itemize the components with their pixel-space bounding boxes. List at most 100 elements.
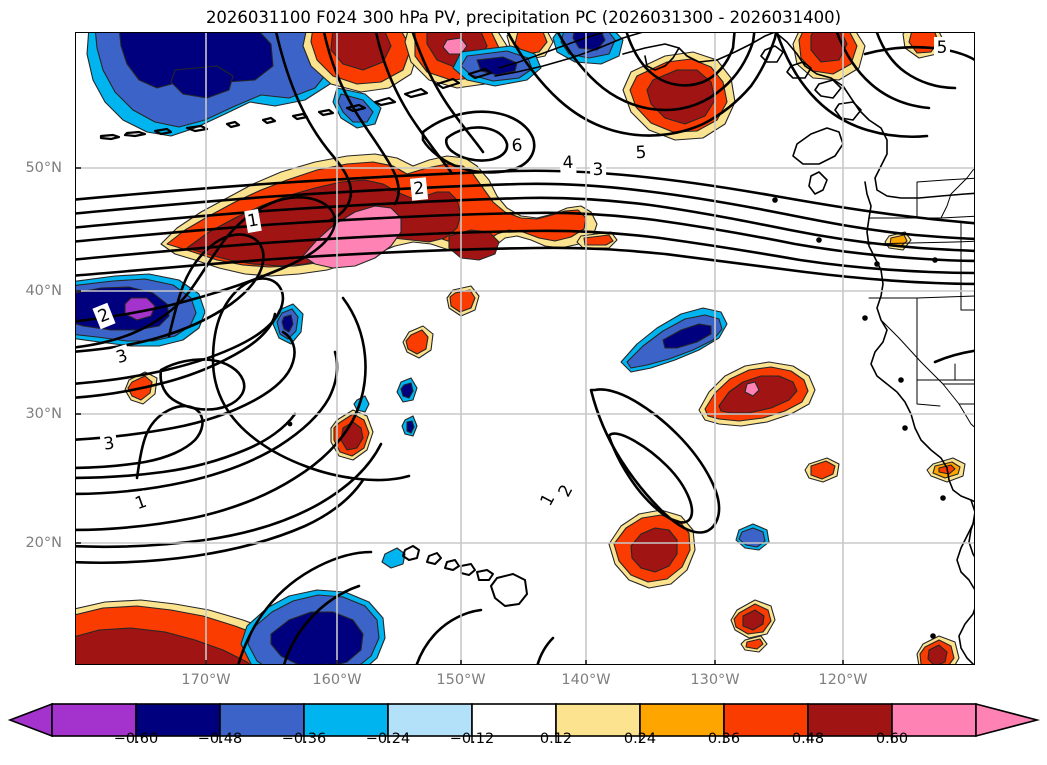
map-plot-area: 6 4 3 5 2 5 1 2 3 3 1 1 2 <box>75 32 975 665</box>
pv-contour-4 <box>75 196 975 253</box>
bc-island2 <box>786 61 812 79</box>
shade-blob-c1-navy <box>281 314 294 333</box>
shade-blob-nw-tail-blue <box>337 93 374 123</box>
colorbar-band-royal-blue[interactable] <box>219 703 305 737</box>
x-tick-130W: 130°W <box>690 672 740 688</box>
pv-contour-arc1 <box>506 32 778 137</box>
contour-label-5b: 5 <box>937 38 948 58</box>
shade-blob-nw-navy2 <box>170 65 234 99</box>
pv-contour-ne7 <box>875 32 957 90</box>
pv-contour-w5 <box>75 330 296 441</box>
shade-blob-c7-navy <box>400 382 414 399</box>
bc-island3 <box>814 79 842 99</box>
idaho-border <box>940 168 975 219</box>
colorbar-tick-0: −0.60 <box>113 731 159 747</box>
colorbar-band-light-blue[interactable] <box>387 703 473 737</box>
pv-contour-w8 <box>75 296 367 532</box>
colorbar-tick-5: 0.12 <box>539 731 573 747</box>
colorbar-tick-3: −0.24 <box>365 731 411 747</box>
pv-contour-closed-n <box>421 110 536 174</box>
shade-blob-c2-orange <box>405 329 429 355</box>
shade-blob-c13-dark <box>742 609 765 631</box>
colorbar-tick-8: 0.48 <box>791 731 825 747</box>
x-tick-120W: 120°W <box>818 672 868 688</box>
bc-island1 <box>760 45 784 63</box>
shade-blob-c9-navy <box>406 420 415 434</box>
colorbar-band-cyan[interactable] <box>303 703 389 737</box>
vancouver-island <box>792 127 844 165</box>
shade-blob-c14-orange <box>745 638 764 650</box>
pv-contour-w9 <box>75 442 383 549</box>
pv-contour-ne4 <box>411 32 485 154</box>
shade-blob-n1-dark <box>330 32 392 71</box>
pv-contour-b2 <box>236 550 373 665</box>
colorbar-swatches[interactable] <box>7 702 1041 738</box>
alaska-coast2 <box>494 32 644 77</box>
baja-california <box>956 499 975 665</box>
y-tick-20N: 20°N <box>25 535 62 551</box>
y-tick-30N: 30°N <box>25 406 62 422</box>
pv-contour-ne2 <box>322 32 400 206</box>
colorbar-tick-1: −0.48 <box>197 731 243 747</box>
y-tick-40N: 40°N <box>25 283 62 299</box>
pv-contour-topright <box>863 45 975 62</box>
colorbar-extend-high[interactable] <box>975 702 1041 738</box>
shade-blob-c5-dark <box>718 375 798 414</box>
x-tick-170W: 170°W <box>181 672 231 688</box>
shade-blob-c5-pink <box>744 381 760 397</box>
pv-contour-r1 <box>933 349 975 364</box>
aleutian-islands <box>99 67 493 141</box>
contour-label-2a: 2 <box>413 178 426 199</box>
y-tick-50N: 50°N <box>25 160 62 176</box>
shade-blob-c12-orange <box>810 460 836 480</box>
alaska-coast3 <box>622 32 776 63</box>
pv-contour-ne1 <box>274 32 353 222</box>
shade-blob-dash-orange <box>583 234 614 246</box>
pv-contour-w2 <box>75 233 265 353</box>
page-title: 2026031100 F024 300 hPa PV, precipitatio… <box>205 8 842 27</box>
colorbar-svg[interactable] <box>0 698 1047 765</box>
shade-blob-c4-navy <box>662 323 712 349</box>
colorbar-tick-2: −0.36 <box>281 731 327 747</box>
colorbar-tick-7: 0.36 <box>707 731 741 747</box>
axis-ticks <box>75 167 844 665</box>
x-tick-160W: 160°W <box>312 672 362 688</box>
x-tick-140W: 140°W <box>561 672 611 688</box>
gulf-of-california <box>968 515 975 559</box>
pv-contour-w3 <box>75 277 411 482</box>
pv-contour-wi2 <box>75 404 204 480</box>
contour-label-1a: 1 <box>246 210 260 232</box>
contour-label-6: 6 <box>511 136 523 157</box>
gridlines <box>75 32 975 665</box>
pv-contour-arc3 <box>625 32 736 87</box>
shade-blob-n7-dark <box>810 32 848 63</box>
us-west-coast <box>864 181 975 503</box>
shade-blob-n5-navy <box>572 32 606 51</box>
y-axis-tick-labels: 50°N 40°N 30°N 20°N <box>0 0 70 765</box>
contour-label-3c: 3 <box>102 433 116 454</box>
pv-contours <box>75 32 975 665</box>
contour-label-5a: 5 <box>635 143 647 164</box>
pv-contour-5 <box>75 182 975 241</box>
pv-contour-ne5 <box>775 32 929 139</box>
colorbar-band-orange[interactable] <box>639 703 725 737</box>
alaska-coast <box>498 32 606 69</box>
colorbar[interactable]: −0.60 −0.48 −0.36 −0.24 −0.12 0.12 0.24 … <box>0 698 1047 765</box>
pv-contour-c2 <box>607 432 694 524</box>
coastlines-layer <box>99 32 975 665</box>
pv-contour-c1 <box>589 388 721 534</box>
contour-label-3: 3 <box>592 160 604 180</box>
colorbar-tick-4: −0.12 <box>449 731 495 747</box>
pv-contour-closed-n2 <box>444 126 509 162</box>
alaska-inlet <box>644 47 680 71</box>
pv-contour-w4 <box>75 312 277 399</box>
colorbar-extend-low[interactable] <box>7 702 53 738</box>
colorbar-band-dark-red[interactable] <box>807 703 893 737</box>
colorbar-band-white[interactable] <box>471 703 557 737</box>
plot-background <box>75 32 975 665</box>
contour-label-4: 4 <box>562 153 574 174</box>
shade-blob-c15-dark <box>927 644 948 665</box>
pv-contour-w6 <box>75 412 297 480</box>
